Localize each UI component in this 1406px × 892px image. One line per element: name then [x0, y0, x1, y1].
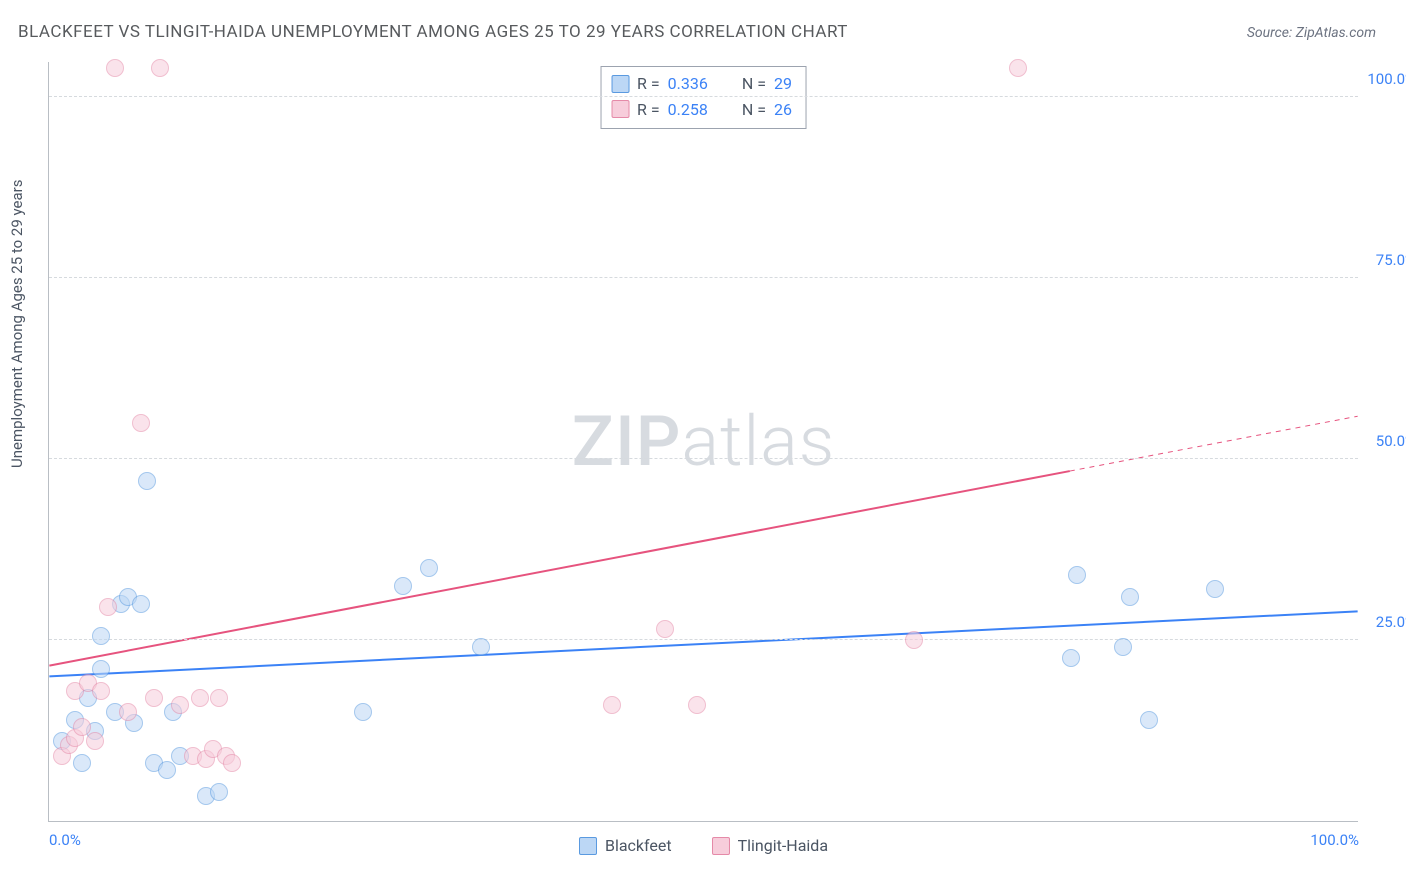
data-point [132, 595, 150, 613]
series-legend: Blackfeet Tlingit-Haida [49, 836, 1358, 855]
data-point [210, 689, 228, 707]
watermark: ZIPatlas [572, 401, 836, 483]
data-point [73, 754, 91, 772]
legend-swatch [611, 75, 629, 93]
data-point [171, 696, 189, 714]
data-point [138, 472, 156, 490]
x-tick-label: 0.0% [49, 831, 81, 849]
y-axis-label: Unemployment Among Ages 25 to 29 years [8, 180, 26, 468]
data-point [132, 414, 150, 432]
data-point [119, 703, 137, 721]
data-point [191, 689, 209, 707]
chart-title: BLACKFEET VS TLINGIT-HAIDA UNEMPLOYMENT … [18, 22, 848, 42]
data-point [1009, 59, 1027, 77]
legend-r-value: 0.336 [668, 71, 708, 97]
legend-n-value: 29 [774, 71, 792, 97]
correlation-legend: R = 0.336 N = 29 R = 0.258 N = 26 [600, 66, 807, 129]
data-point [472, 638, 490, 656]
data-point [158, 761, 176, 779]
gridline [49, 277, 1358, 278]
data-point [1140, 711, 1158, 729]
data-point [86, 732, 104, 750]
y-tick-label: 100.0% [1367, 70, 1406, 88]
legend-item: Tlingit-Haida [712, 836, 828, 855]
data-point [210, 783, 228, 801]
data-point [92, 627, 110, 645]
data-point [1206, 580, 1224, 598]
legend-row: R = 0.336 N = 29 [611, 71, 792, 97]
y-tick-label: 75.0% [1376, 251, 1406, 269]
legend-n-label: N = [742, 97, 766, 123]
data-point [420, 559, 438, 577]
data-point [394, 577, 412, 595]
legend-r-label: R = [637, 71, 660, 97]
gridline [49, 458, 1358, 459]
data-point [1062, 649, 1080, 667]
data-point [92, 682, 110, 700]
data-point [1121, 588, 1139, 606]
gridline [49, 96, 1358, 97]
legend-swatch [611, 100, 629, 118]
gridline [49, 639, 1358, 640]
legend-label: Blackfeet [605, 836, 672, 855]
legend-item: Blackfeet [579, 836, 672, 855]
y-tick-label: 25.0% [1376, 613, 1406, 631]
legend-label: Tlingit-Haida [738, 836, 828, 855]
legend-swatch [579, 837, 597, 855]
data-point [1114, 638, 1132, 656]
data-point [223, 754, 241, 772]
legend-n-label: N = [742, 71, 766, 97]
plot-area: ZIPatlas R =0.336N =29R =0.258N =26 Blac… [48, 62, 1358, 822]
legend-swatch [712, 837, 730, 855]
data-point [1068, 566, 1086, 584]
data-point [92, 660, 110, 678]
source-attribution: Source: ZipAtlas.com [1247, 25, 1376, 41]
data-point [354, 703, 372, 721]
legend-r-value: 0.258 [668, 97, 708, 123]
legend-r-label: R = [637, 97, 660, 123]
data-point [99, 598, 117, 616]
chart-container: Unemployment Among Ages 25 to 29 years Z… [0, 58, 1406, 892]
data-point [656, 620, 674, 638]
data-point [73, 718, 91, 736]
x-tick-label: 100.0% [1310, 831, 1359, 849]
legend-n-value: 26 [774, 97, 792, 123]
y-tick-label: 50.0% [1376, 432, 1406, 450]
data-point [145, 689, 163, 707]
data-point [151, 59, 169, 77]
data-point [603, 696, 621, 714]
legend-row: R = 0.258 N = 26 [611, 97, 792, 123]
data-point [688, 696, 706, 714]
data-point [905, 631, 923, 649]
data-point [106, 59, 124, 77]
